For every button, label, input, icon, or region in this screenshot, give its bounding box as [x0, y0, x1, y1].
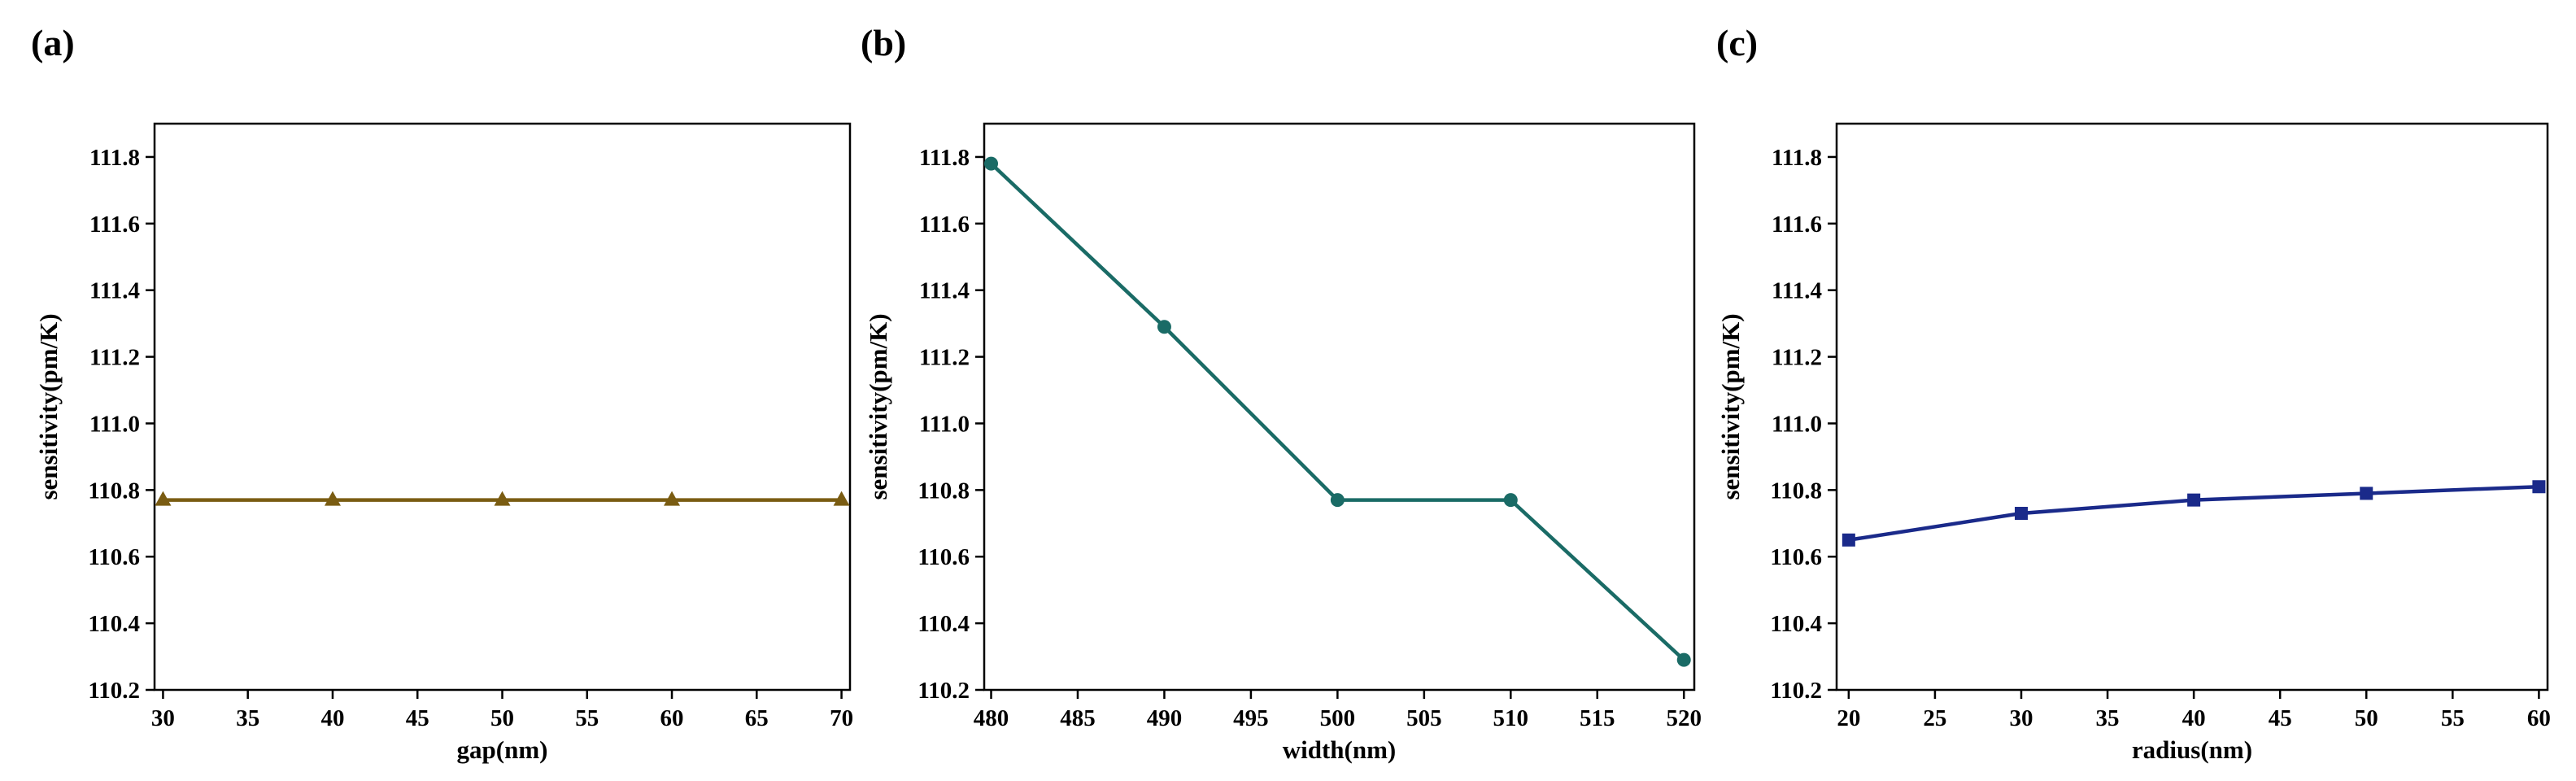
x-tick-label: 500 [1320, 705, 1356, 731]
panel-label: (b) [861, 22, 906, 63]
y-tick-label: 110.2 [88, 678, 140, 704]
x-axis-title: width(nm) [1283, 735, 1397, 764]
y-tick-label: 110.6 [918, 544, 970, 570]
x-tick-label: 490 [1147, 705, 1183, 731]
y-tick-label: 111.0 [89, 411, 140, 437]
y-tick-label: 111.0 [919, 411, 970, 437]
x-tick-label: 30 [2009, 705, 2033, 731]
data-point [1676, 652, 1691, 667]
y-tick-label: 110.6 [88, 544, 140, 570]
y-axis-title: sensitivity(pm/K) [34, 313, 63, 500]
data-point [1842, 533, 1855, 547]
y-tick-label: 110.6 [1770, 544, 1822, 570]
y-tick-label: 111.6 [919, 212, 970, 238]
y-tick-label: 111.4 [89, 278, 140, 304]
y-tick-label: 110.8 [88, 478, 140, 504]
x-tick-label: 505 [1406, 705, 1442, 731]
data-point [2014, 507, 2028, 521]
panel-a: (a) 30 35 40 45 50 55 60 65 70 110.2 110.4 110.6 110.… [31, 22, 853, 764]
y-tick-label: 110.4 [1770, 611, 1822, 637]
y-tick-label: 110.2 [1770, 678, 1822, 704]
data-point [2360, 486, 2373, 500]
data-point [833, 491, 850, 506]
x-tick-label: 20 [1837, 705, 1860, 731]
x-tick-label: 480 [974, 705, 1009, 731]
x-axis-title: radius(nm) [2132, 735, 2252, 764]
data-point [1157, 320, 1171, 334]
y-tick-label: 111.4 [919, 278, 970, 304]
x-tick-label: 50 [490, 705, 514, 731]
data-point [155, 491, 172, 506]
plot-frame [983, 122, 1696, 692]
plot-frame [153, 122, 852, 692]
y-tick-label: 111.2 [1772, 345, 1822, 371]
x-tick-label: 25 [1923, 705, 1946, 731]
y-tick-label: 111.2 [919, 345, 970, 371]
y-tick-label: 110.4 [88, 611, 140, 637]
x-tick-label: 40 [2182, 705, 2206, 731]
y-tick-label: 111.8 [1772, 145, 1822, 171]
x-tick-label: 35 [236, 705, 259, 731]
x-axis-title: gap(nm) [457, 735, 548, 764]
x-tick-label: 520 [1666, 705, 1702, 731]
series-line [989, 162, 1685, 661]
x-tick-label: 40 [320, 705, 344, 731]
data-point [664, 491, 681, 506]
y-tick-label: 110.8 [1770, 478, 1822, 504]
data-point [494, 491, 511, 506]
data-point [984, 156, 999, 171]
plot-frame [1835, 122, 2549, 692]
x-tick-label: 495 [1233, 705, 1269, 731]
panel-c: (c) 20 25 30 35 40 45 50 55 60 110.2 110.4 110.6 110.… [1716, 22, 2551, 764]
x-tick-label: 60 [660, 705, 684, 731]
y-tick-label: 111.4 [1772, 278, 1822, 304]
x-tick-label: 45 [2269, 705, 2292, 731]
data-point [324, 491, 341, 506]
y-tick-label: 110.8 [918, 478, 970, 504]
y-tick-label: 111.8 [89, 145, 140, 171]
x-tick-label: 55 [575, 705, 599, 731]
y-tick-label: 111.6 [1772, 212, 1822, 238]
x-tick-label: 510 [1493, 705, 1529, 731]
x-tick-label: 65 [745, 705, 769, 731]
data-point [1330, 493, 1345, 508]
y-tick-label: 111.2 [89, 345, 140, 371]
y-axis-title: sensitivity(pm/K) [1716, 313, 1745, 500]
x-tick-label: 30 [151, 705, 175, 731]
x-tick-label: 60 [2527, 705, 2551, 731]
x-tick-label: 55 [2441, 705, 2465, 731]
data-point [1503, 493, 1518, 508]
x-tick-label: 45 [406, 705, 429, 731]
x-tick-label: 35 [2096, 705, 2120, 731]
panel-label: (a) [31, 22, 75, 63]
panel-label: (c) [1716, 22, 1758, 63]
panel-b: (b) 480 485 490 495 500 505 510 515 520 110.2 110.4… [861, 22, 1702, 764]
x-tick-label: 485 [1060, 705, 1096, 731]
y-tick-label: 110.4 [918, 611, 970, 637]
x-tick-label: 70 [830, 705, 853, 731]
y-tick-label: 111.0 [1772, 411, 1822, 437]
data-point [2187, 493, 2201, 507]
y-tick-label: 110.2 [918, 678, 970, 704]
data-point [2532, 480, 2546, 494]
y-axis-title: sensitivity(pm/K) [864, 313, 892, 500]
x-tick-label: 515 [1580, 705, 1615, 731]
x-tick-label: 50 [2355, 705, 2378, 731]
y-tick-label: 111.8 [919, 145, 970, 171]
y-tick-label: 111.6 [89, 212, 140, 238]
